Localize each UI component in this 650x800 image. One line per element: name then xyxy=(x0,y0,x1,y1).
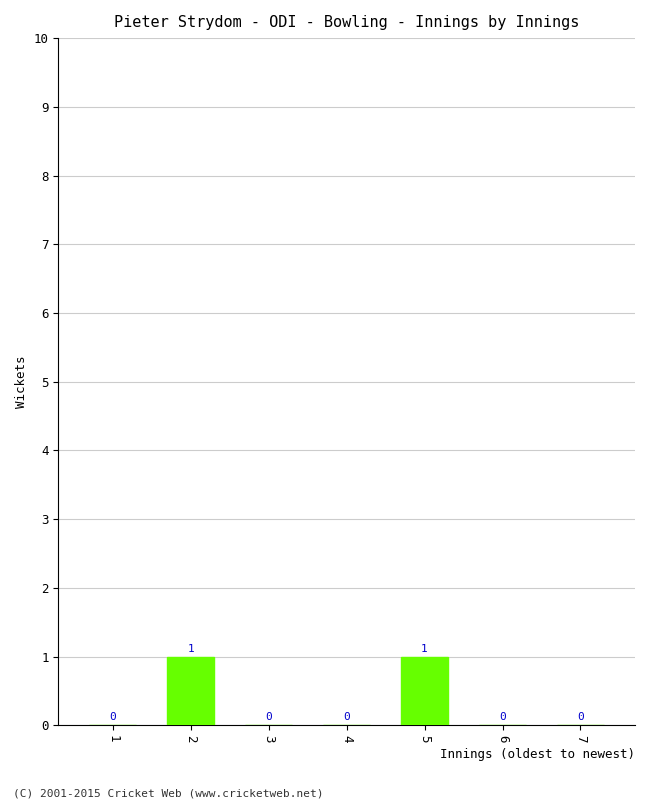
Y-axis label: Wickets: Wickets xyxy=(15,355,28,408)
Text: 1: 1 xyxy=(187,644,194,654)
Bar xyxy=(401,657,448,726)
X-axis label: Innings (oldest to newest): Innings (oldest to newest) xyxy=(440,748,635,761)
Text: 0: 0 xyxy=(265,713,272,722)
Text: 0: 0 xyxy=(577,713,584,722)
Text: 0: 0 xyxy=(499,713,506,722)
Bar xyxy=(168,657,214,726)
Title: Pieter Strydom - ODI - Bowling - Innings by Innings: Pieter Strydom - ODI - Bowling - Innings… xyxy=(114,15,579,30)
Text: (C) 2001-2015 Cricket Web (www.cricketweb.net): (C) 2001-2015 Cricket Web (www.cricketwe… xyxy=(13,788,324,798)
Text: 1: 1 xyxy=(421,644,428,654)
Text: 0: 0 xyxy=(109,713,116,722)
Text: 0: 0 xyxy=(343,713,350,722)
